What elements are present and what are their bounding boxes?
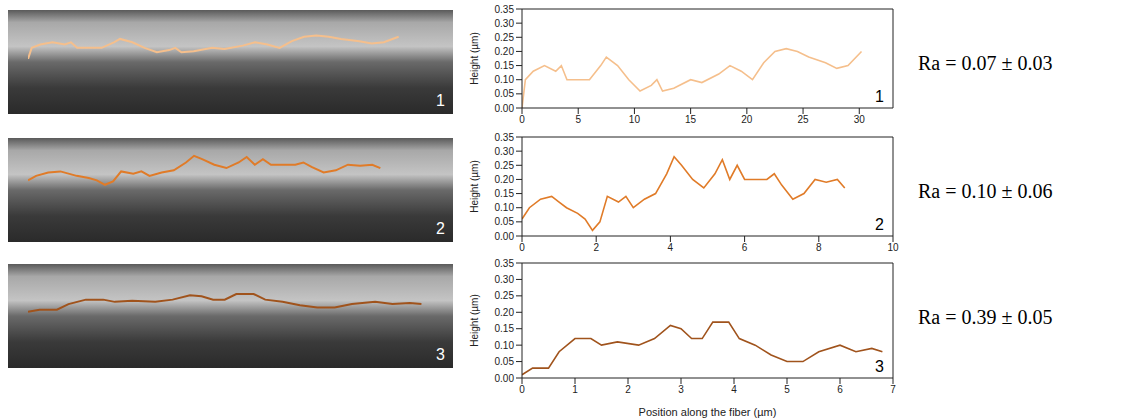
svg-text:0.00: 0.00	[495, 103, 515, 114]
html-text:2: 2	[875, 216, 884, 233]
svg-text:6: 6	[742, 242, 748, 253]
svg-text:0.00: 0.00	[495, 231, 515, 242]
svg-text:Position along the fiber (µm): Position along the fiber (µm)	[639, 406, 777, 418]
svg-text:0.25: 0.25	[495, 160, 515, 171]
svg-text:20: 20	[741, 114, 753, 125]
svg-text:4: 4	[668, 242, 674, 253]
svg-text:0.35: 0.35	[495, 258, 515, 269]
svg-text:0.35: 0.35	[495, 4, 515, 15]
svg-text:Height (µm): Height (µm)	[469, 160, 480, 212]
svg-text:10: 10	[629, 114, 641, 125]
svg-text:0.20: 0.20	[495, 307, 515, 318]
svg-text:10: 10	[887, 242, 899, 253]
svg-text:0.05: 0.05	[495, 356, 515, 367]
svg-text:0.10: 0.10	[495, 74, 515, 85]
svg-text:1: 1	[572, 384, 578, 395]
svg-text:0: 0	[519, 242, 525, 253]
svg-text:4: 4	[731, 384, 737, 395]
svg-text:0.05: 0.05	[495, 216, 515, 227]
svg-text:0.30: 0.30	[495, 274, 515, 285]
svg-text:25: 25	[797, 114, 809, 125]
svg-text:2: 2	[625, 384, 631, 395]
html-text:Ra = 0.07 ± 0.03: Ra = 0.07 ± 0.03	[918, 52, 1053, 74]
svg-text:0.20: 0.20	[495, 46, 515, 57]
html-text:Ra = 0.10 ± 0.06: Ra = 0.10 ± 0.06	[918, 180, 1053, 202]
svg-text:0.15: 0.15	[495, 60, 515, 71]
html-text:3: 3	[875, 358, 884, 375]
svg-text:0: 0	[519, 114, 525, 125]
svg-text:7: 7	[890, 384, 896, 395]
svg-text:Height (µm): Height (µm)	[469, 294, 480, 346]
svg-text:5: 5	[784, 384, 790, 395]
svg-text:0.20: 0.20	[495, 174, 515, 185]
html-text:3: 3	[436, 346, 445, 363]
html-text:1: 1	[875, 88, 884, 105]
svg-text:0.10: 0.10	[495, 202, 515, 213]
svg-text:6: 6	[837, 384, 843, 395]
svg-text:2: 2	[593, 242, 599, 253]
svg-text:0.15: 0.15	[495, 188, 515, 199]
svg-text:0.15: 0.15	[495, 323, 515, 334]
svg-text:8: 8	[816, 242, 822, 253]
html-text:Ra = 0.39 ± 0.05: Ra = 0.39 ± 0.05	[918, 306, 1053, 328]
svg-text:0.30: 0.30	[495, 146, 515, 157]
svg-text:0.05: 0.05	[495, 88, 515, 99]
html-text:1: 1	[436, 92, 445, 109]
svg-text:0.25: 0.25	[495, 32, 515, 43]
svg-text:30: 30	[854, 114, 866, 125]
svg-text:3: 3	[678, 384, 684, 395]
svg-text:15: 15	[685, 114, 697, 125]
svg-text:0.35: 0.35	[495, 132, 515, 143]
svg-text:0.25: 0.25	[495, 290, 515, 301]
svg-text:Height (µm): Height (µm)	[469, 32, 480, 84]
svg-text:5: 5	[575, 114, 581, 125]
svg-text:0: 0	[519, 384, 525, 395]
svg-text:0.00: 0.00	[495, 373, 515, 384]
html-text:2: 2	[436, 220, 445, 237]
svg-text:0.10: 0.10	[495, 340, 515, 351]
svg-text:0.30: 0.30	[495, 18, 515, 29]
